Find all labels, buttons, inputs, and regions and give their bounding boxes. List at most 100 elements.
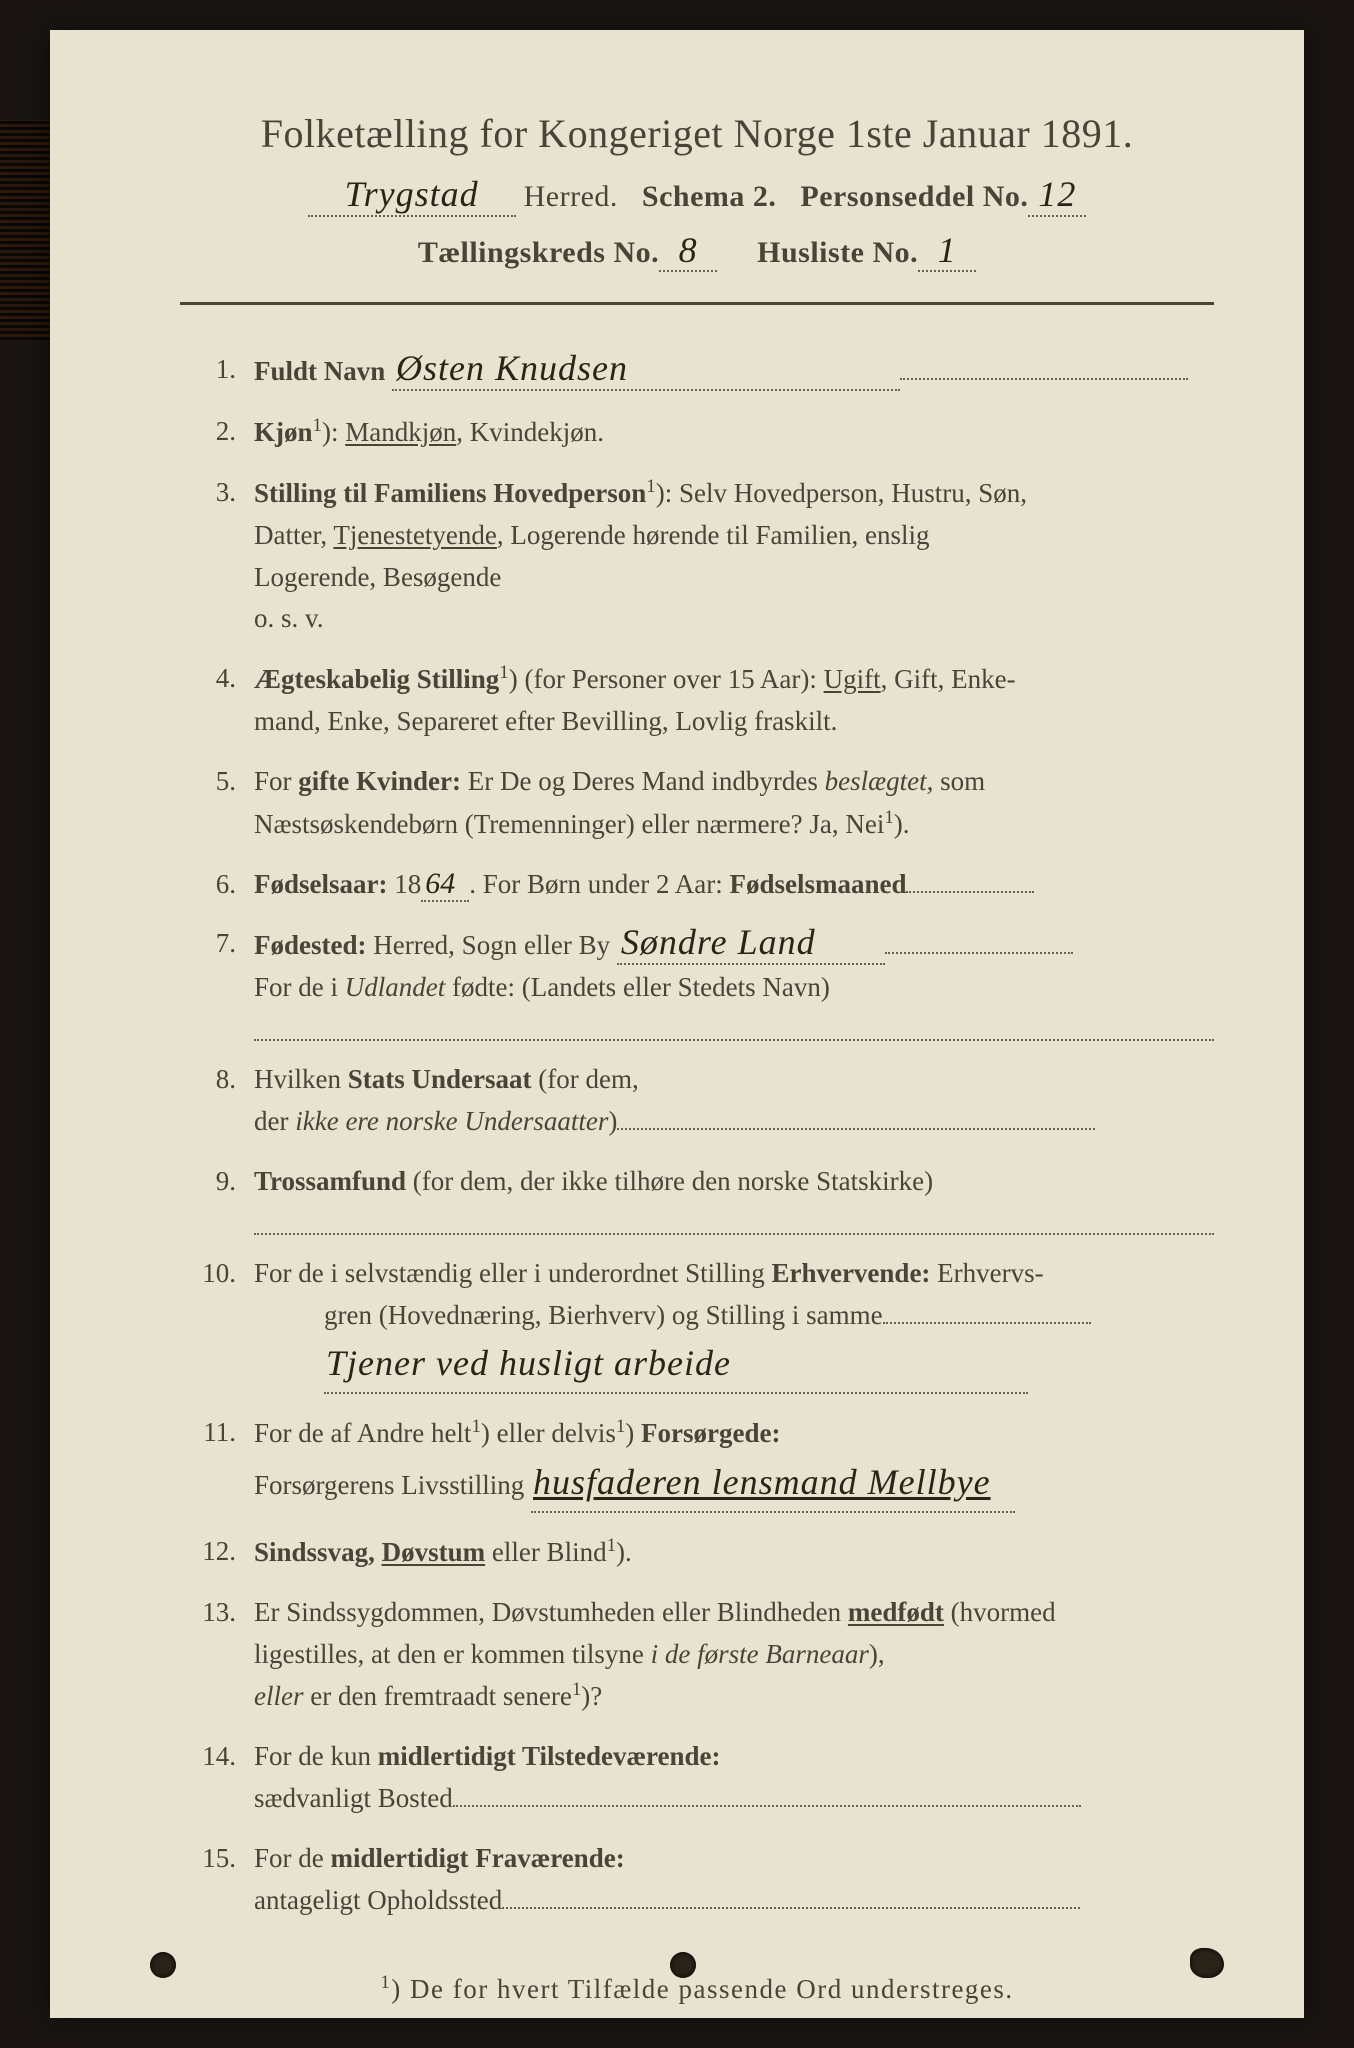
item-8: 8. Hvilken Stats Undersaat (for dem, der…: [180, 1059, 1214, 1143]
husliste-no: 1: [918, 231, 976, 273]
footnote-text: ) De for hvert Tilfælde passende Ord und…: [391, 1974, 1013, 2004]
text-italic: beslægtet,: [825, 766, 934, 796]
text: ).: [894, 809, 910, 839]
label-gifte-kvinder: gifte Kvinder:: [298, 766, 461, 796]
item-6: 6. Fødselsaar: 1864. For Børn under 2 Aa…: [180, 864, 1214, 906]
dotted-fill: [502, 1907, 1080, 1909]
item-number: 7.: [180, 923, 254, 965]
form-title: Folketælling for Kongeriget Norge 1ste J…: [180, 110, 1214, 157]
item-number: 4.: [180, 658, 254, 700]
item-body: Fødested: Herred, Sogn eller By Søndre L…: [254, 923, 1214, 1041]
item-12: 12. Sindssvag, Døvstum eller Blind1).: [180, 1531, 1214, 1574]
item-13: 13. Er Sindssygdommen, Døvstumheden elle…: [180, 1592, 1214, 1719]
item-body: Fødselsaar: 1864. For Børn under 2 Aar: …: [254, 864, 1214, 906]
item-number: 14.: [180, 1736, 254, 1778]
item-number: 2.: [180, 411, 254, 453]
value-fodested: Søndre Land: [617, 923, 885, 965]
dotted-fill: [906, 891, 1034, 893]
label-aegteskab: Ægteskabelig Stilling: [254, 664, 499, 694]
item-body: For de kun midlertidigt Tilstedeværende:…: [254, 1736, 1214, 1820]
text: Erhvervs-: [930, 1258, 1043, 1288]
text: ): Selv Hovedperson, Hustru, Søn,: [656, 478, 1027, 508]
item-body: Stilling til Familiens Hovedperson1): Se…: [254, 472, 1214, 640]
punch-hole-icon: [670, 1952, 696, 1978]
sup: 1: [499, 662, 508, 683]
text: Er De og Deres Mand indbyrdes: [461, 766, 825, 796]
selected-mandkjon: Mandkjøn: [345, 417, 456, 447]
text: ),: [869, 1639, 885, 1669]
text: eller Blind: [485, 1537, 606, 1567]
item-9: 9. Trossamfund (for dem, der ikke tilhør…: [180, 1161, 1214, 1235]
kreds-no: 8: [659, 231, 717, 273]
sup: 1: [471, 1416, 480, 1437]
item-5: 5. For gifte Kvinder: Er De og Deres Man…: [180, 761, 1214, 846]
personseddel-no: 12: [1028, 175, 1086, 217]
text: ): [625, 1418, 641, 1448]
label-kjon: Kjøn: [254, 417, 313, 447]
footnote-sup: 1: [380, 1972, 391, 1993]
dotted-fill: [885, 952, 1073, 954]
sup: 1: [607, 1535, 616, 1556]
label-fravaerende: midlertidigt Fraværende:: [331, 1843, 625, 1873]
item-7: 7. Fødested: Herred, Sogn eller By Søndr…: [180, 923, 1214, 1041]
dotted-line: [254, 1015, 1214, 1041]
text: fødte: (Landets eller Stedets Navn): [445, 972, 830, 1002]
item-number: 12.: [180, 1531, 254, 1573]
item-4: 4. Ægteskabelig Stilling1) (for Personer…: [180, 658, 1214, 743]
dotted-line: [254, 1209, 1214, 1235]
label-stilling: Stilling til Familiens Hovedperson: [254, 478, 646, 508]
text: ): [608, 1106, 617, 1136]
text: der: [254, 1106, 295, 1136]
value-forsorger: husfaderen lensmand Mellbye: [531, 1455, 1015, 1513]
dotted-fill: [617, 1128, 1095, 1130]
item-number: 11.: [180, 1412, 254, 1454]
form-header: Folketælling for Kongeriget Norge 1ste J…: [180, 110, 1214, 272]
item-number: 15.: [180, 1838, 254, 1880]
label-erhvervende: Erhvervende:: [771, 1258, 930, 1288]
text: , Logerende hørende til Familien, enslig: [497, 520, 930, 550]
text: Logerende, Besøgende: [254, 562, 501, 592]
text: For de i: [254, 972, 345, 1002]
herred-label: Herred.: [524, 180, 618, 213]
item-body: Trossamfund (for dem, der ikke tilhøre d…: [254, 1161, 1214, 1235]
item-body: Er Sindssygdommen, Døvstumheden eller Bl…: [254, 1592, 1214, 1719]
text: antageligt Opholdssted: [254, 1885, 502, 1915]
text: er den fremtraadt senere: [303, 1681, 571, 1711]
text: , Kvindekjøn.: [456, 417, 604, 447]
film-edge-decoration: [0, 120, 50, 340]
selected-ugift: Ugift: [824, 664, 881, 694]
label-trossamfund: Trossamfund: [254, 1166, 406, 1196]
header-rule: [180, 302, 1214, 305]
item-11: 11. For de af Andre helt1) eller delvis1…: [180, 1412, 1214, 1513]
item-number: 1.: [180, 349, 254, 391]
text: For: [254, 766, 298, 796]
label-fodselsmaaned: Fødselsmaaned: [729, 869, 906, 899]
sup: 1: [616, 1416, 625, 1437]
sup: 1: [572, 1679, 581, 1700]
header-line-2: Tællingskreds No.8 Husliste No.1: [180, 231, 1214, 273]
text: (hvormed: [944, 1597, 1056, 1627]
punch-hole-icon: [150, 1952, 176, 1978]
schema-label: Schema 2.: [642, 180, 777, 213]
dotted-fill: [453, 1805, 1081, 1807]
item-number: 6.: [180, 864, 254, 906]
selected-dovstum: Døvstum: [382, 1537, 486, 1567]
label-tilstedevaerende: midlertidigt Tilstedeværende:: [378, 1741, 721, 1771]
label-fodested: Fødested:: [254, 930, 366, 960]
label-forsorgede: Forsørgede:: [641, 1418, 780, 1448]
herred-value: Trygstad: [308, 175, 516, 217]
text: (for dem,: [532, 1064, 639, 1094]
text: , Gift, Enke-: [881, 664, 1016, 694]
text: For de af Andre helt: [254, 1418, 471, 1448]
text: Datter,: [254, 520, 333, 550]
dotted-fill: [900, 378, 1188, 380]
item-body: For de midlertidigt Fraværende: antageli…: [254, 1838, 1214, 1922]
text: Hvilken: [254, 1064, 348, 1094]
text: ):: [322, 417, 345, 447]
item-10: 10. For de i selvstændig eller i underor…: [180, 1253, 1214, 1394]
item-body: For de i selvstændig eller i underordnet…: [254, 1253, 1214, 1394]
text-italic: Udlandet: [345, 972, 446, 1002]
text: sædvanligt Bosted: [254, 1783, 453, 1813]
text-italic: eller: [254, 1681, 303, 1711]
value-fuldt-navn: Østen Knudsen: [392, 349, 900, 391]
